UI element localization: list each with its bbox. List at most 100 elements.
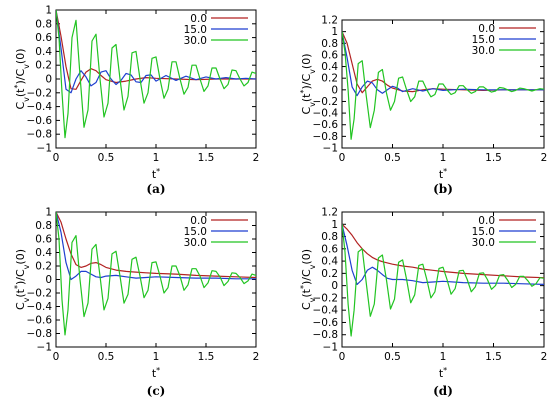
y-tick-label: −0.2 [313,292,339,304]
y-tick-label: 1.2 [321,15,338,27]
y-tick-label: −0.2 [27,288,53,300]
chart-panel-a: 0 0.5 1 1.5 2−1−0.8−0.6−0.4−0.200.20.40.60.8… [13,5,260,197]
y-tick-label: −0.6 [313,317,339,329]
x-tick-label: 0.5 [98,351,115,363]
y-tick-label: 1 [331,219,338,231]
panel-caption: (a) [146,182,165,196]
x-tick-label: 0.5 [384,351,401,363]
legend-label: 30.0 [472,237,495,249]
y-tick-label: 0.6 [321,243,338,255]
series-line-30.0 [56,212,256,336]
y-tick-label: 1 [45,5,52,17]
x-tick-label: 0 [53,152,60,164]
y-tick-label: −0.8 [313,131,339,143]
y-tick-label: −0.6 [27,115,53,127]
y-tick-label: −1 [323,342,338,354]
y-tick-label: 0.2 [35,261,52,273]
y-tick-label: 0.4 [35,46,52,58]
x-axis-label: t* [439,167,447,182]
legend-label: 0.0 [190,215,207,227]
y-tick-label: −0.4 [27,301,53,313]
y-tick-label: −1 [323,143,338,155]
y-tick-label: 0 [331,280,338,292]
x-tick-label: 0.5 [98,152,115,164]
x-tick-label: 1 [153,351,160,363]
y-tick-label: 0 [45,274,52,286]
x-axis-label: t* [439,366,447,381]
y-tick-label: 1 [45,207,52,219]
panel-caption: (d) [433,384,453,398]
y-tick-label: 0.2 [35,60,52,72]
y-tick-label: −0.2 [27,87,53,99]
y-tick-label: −0.4 [27,101,53,113]
series-line-0.0 [56,212,256,279]
x-tick-label: 1.5 [198,152,215,164]
y-tick-label: −0.8 [27,328,53,340]
y-tick-label: 0.2 [321,268,338,280]
panel-caption: (b) [433,182,453,196]
series-line-30.0 [56,10,256,139]
x-tick-label: 1.5 [485,152,502,164]
x-axis-label: t* [152,366,160,381]
y-tick-label: 0.8 [35,18,52,30]
y-tick-label: −1 [37,342,52,354]
x-tick-label: 0 [53,351,60,363]
x-tick-label: 0.5 [384,152,401,164]
legend-label: 30.0 [184,35,207,47]
y-tick-label: 0.8 [321,231,338,243]
panel-caption: (c) [147,384,166,398]
legend-label: 30.0 [472,45,495,57]
y-axis-label: Cv(t*)/Cv(0) [13,249,31,310]
y-tick-label: 0.4 [321,61,338,73]
y-tick-label: 0.6 [35,32,52,44]
y-tick-label: −0.4 [313,305,339,317]
y-axis-label: Cv(t*)/Cv(0) [13,48,31,109]
series-line-15.0 [342,31,544,97]
x-tick-label: 1.5 [198,351,215,363]
x-tick-label: 2 [541,152,548,164]
y-axis-label: Cv(t*)/Cv(0) [299,249,317,310]
y-tick-label: 0.4 [321,256,338,268]
y-tick-label: 0.6 [35,234,52,246]
legend-label: 15.0 [184,226,207,238]
x-tick-label: 2 [253,351,260,363]
y-tick-label: 0.8 [321,38,338,50]
series-line-15.0 [56,10,256,94]
y-tick-label: 0 [331,84,338,96]
plot-frame [341,211,545,348]
y-tick-label: 0.4 [35,247,52,259]
x-axis-label: t* [152,167,160,182]
chart-panel-c: 0 0.5 1 1.5 2−1−0.8−0.6−0.4−0.200.20.40.60.8… [13,207,260,399]
series-line-0.0 [342,223,544,279]
x-tick-label: 0 [339,351,346,363]
x-tick-label: 1 [440,351,447,363]
series-line-15.0 [56,212,256,281]
series-line-30.0 [342,31,544,140]
legend-label: 0.0 [190,13,207,25]
y-tick-label: −0.8 [313,329,339,341]
y-tick-label: 0.2 [321,73,338,85]
y-tick-label: 0 [45,74,52,86]
legend-label: 15.0 [472,34,495,46]
series-line-30.0 [342,224,544,337]
chart-panel-b: 0 0.5 1 1.5 2−1−0.8−0.6−0.4−0.200.20.40.60.8… [299,15,548,197]
series-line-15.0 [342,224,544,285]
chart-panel-d: 0 0.5 1 1.5 2−1−0.8−0.6−0.4−0.200.20.40.60.8… [299,207,548,399]
x-tick-label: 1 [153,152,160,164]
y-tick-label: 1.2 [321,207,338,219]
legend-label: 30.0 [184,237,207,249]
y-tick-label: 0.8 [35,220,52,232]
y-tick-label: −0.8 [27,129,53,141]
y-tick-label: −0.6 [313,119,339,131]
x-tick-label: 1.5 [485,351,502,363]
legend-label: 15.0 [184,24,207,36]
plot-frame [55,211,257,348]
y-tick-label: −0.4 [313,108,339,120]
legend-label: 15.0 [472,226,495,238]
legend-label: 0.0 [478,23,495,35]
y-tick-label: −1 [37,143,52,155]
y-tick-label: 0.6 [321,49,338,61]
y-axis-label: Cv(t*)/Cv(0) [299,53,317,114]
x-tick-label: 2 [541,351,548,363]
